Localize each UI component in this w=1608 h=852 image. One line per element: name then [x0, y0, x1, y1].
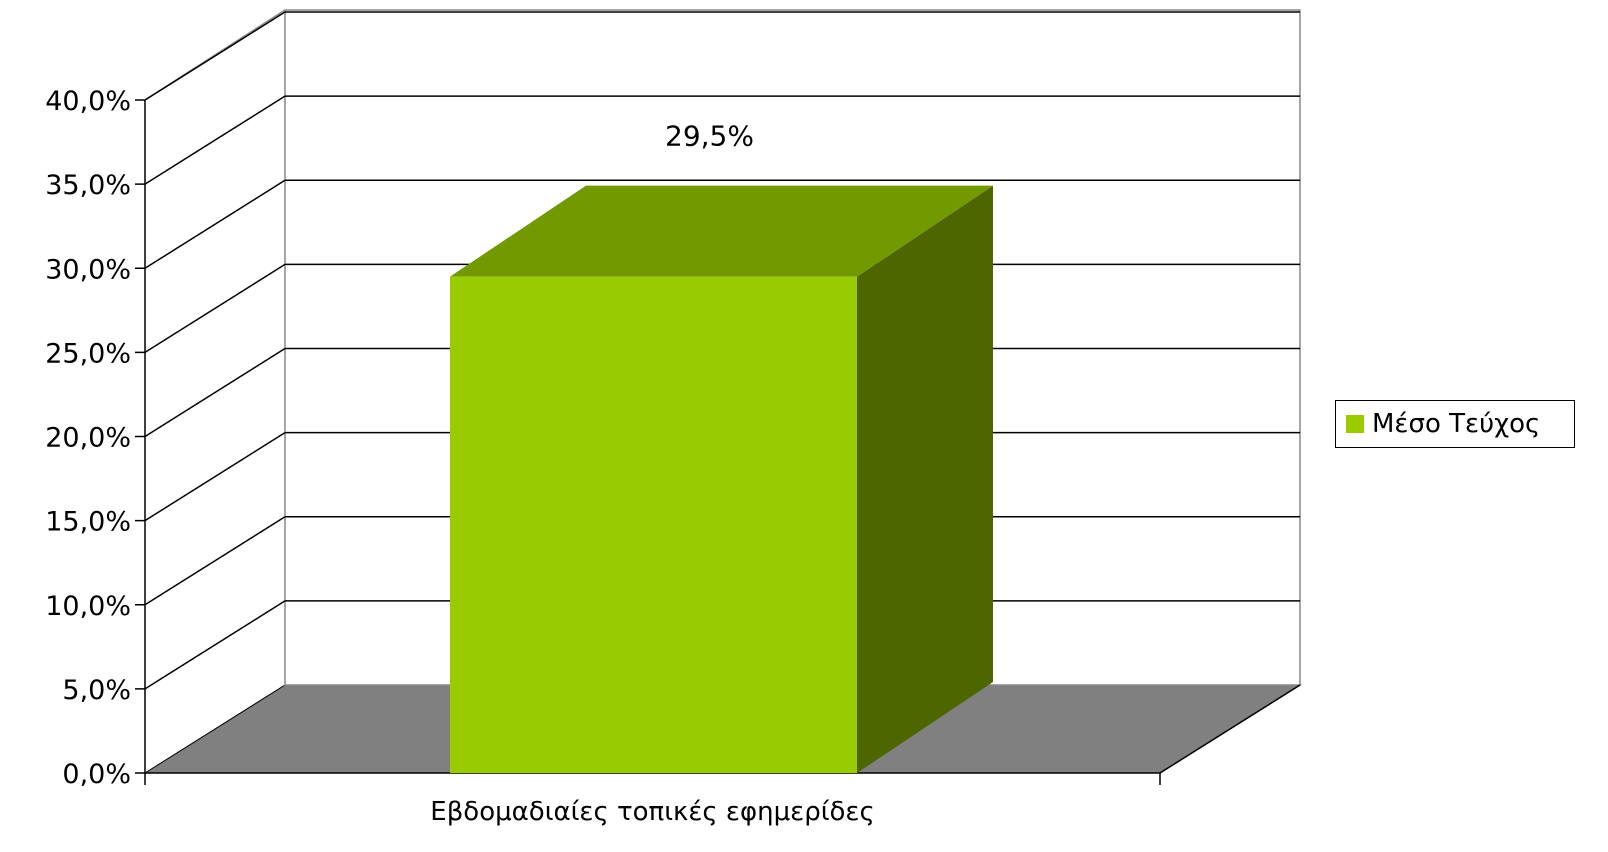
y-tick-label: 15,0%: [45, 507, 131, 538]
y-tick-label: 35,0%: [45, 170, 131, 201]
gridline-side: [144, 95, 286, 185]
y-tick-label: 40,0%: [45, 86, 131, 117]
y-tick-label: 25,0%: [45, 338, 131, 369]
legend-swatch: [1346, 415, 1364, 433]
x-category-label: Εβδομαδιαίες τοπικές εφημερίδες: [430, 797, 874, 827]
legend: Μέσο Τεύχος: [1335, 400, 1575, 448]
bar-top-face: [450, 185, 993, 277]
y-tick-label: 5,0%: [62, 675, 131, 706]
y-tick-label: 10,0%: [45, 591, 131, 622]
bar-front-face: [450, 276, 857, 773]
gridline-side: [144, 263, 286, 354]
data-label: 29,5%: [665, 120, 754, 153]
gridline-side: [144, 431, 286, 522]
gridline-side: [144, 600, 286, 690]
gridline-side: [144, 347, 286, 438]
gridline-side: [144, 516, 286, 606]
gridline-side: [144, 179, 286, 269]
y-tick-label: 0,0%: [62, 759, 131, 790]
y-tick-label: 20,0%: [45, 423, 131, 454]
bar-side-face: [857, 185, 993, 774]
legend-label: Μέσο Τεύχος: [1372, 409, 1541, 439]
floor-right-edge: [1159, 684, 1301, 774]
gridline-side: [144, 11, 286, 101]
y-tick-label: 30,0%: [45, 254, 131, 285]
